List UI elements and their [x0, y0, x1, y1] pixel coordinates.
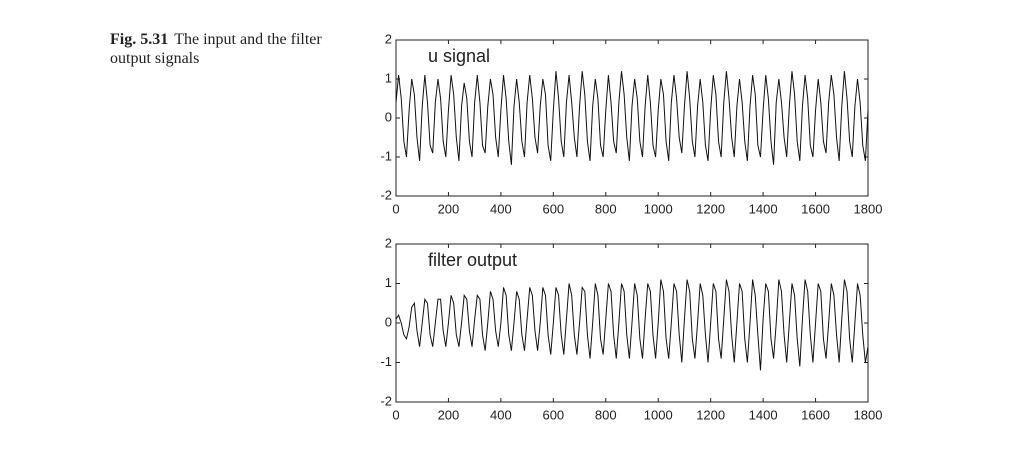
x-tick-label: 400	[490, 407, 512, 422]
x-tick-label: 0	[392, 201, 399, 216]
x-tick-label: 200	[438, 201, 460, 216]
x-tick-label: 1400	[749, 201, 778, 216]
caption: Fig. 5.31 The input and the filter output…	[110, 30, 345, 68]
x-tick-label: 200	[438, 407, 460, 422]
x-tick-label: 400	[490, 201, 512, 216]
x-tick-label: 600	[542, 407, 564, 422]
y-tick-label: 2	[385, 31, 392, 46]
signal-line	[395, 279, 869, 371]
x-tick-label: 1200	[696, 201, 725, 216]
series-label: u signal	[428, 46, 490, 66]
x-tick-label: 1800	[854, 201, 883, 216]
x-tick-label: 1800	[854, 407, 883, 422]
y-tick-label: -2	[380, 393, 392, 408]
x-tick-label: 800	[595, 407, 617, 422]
x-tick-label: 600	[542, 201, 564, 216]
x-tick-label: 1600	[801, 201, 830, 216]
caption-label: Fig. 5.31	[110, 31, 169, 48]
x-tick-label: 800	[595, 201, 617, 216]
y-tick-label: 2	[385, 235, 392, 250]
y-tick-label: 1	[385, 275, 392, 290]
y-tick-label: 0	[385, 109, 392, 124]
signal-line	[395, 71, 869, 165]
y-tick-label: 1	[385, 70, 392, 85]
y-tick-label: -2	[380, 187, 392, 202]
y-tick-label: 0	[385, 314, 392, 329]
x-tick-label: 1000	[644, 407, 673, 422]
x-tick-label: 1200	[696, 407, 725, 422]
x-tick-label: 1400	[749, 407, 778, 422]
caption-text: The input and the filter output signals	[110, 31, 322, 67]
x-tick-label: 0	[392, 407, 399, 422]
y-tick-label: -1	[380, 354, 392, 369]
x-tick-label: 1000	[644, 201, 673, 216]
x-tick-label: 1600	[801, 407, 830, 422]
y-tick-label: -1	[380, 148, 392, 163]
series-label: filter output	[428, 250, 517, 270]
